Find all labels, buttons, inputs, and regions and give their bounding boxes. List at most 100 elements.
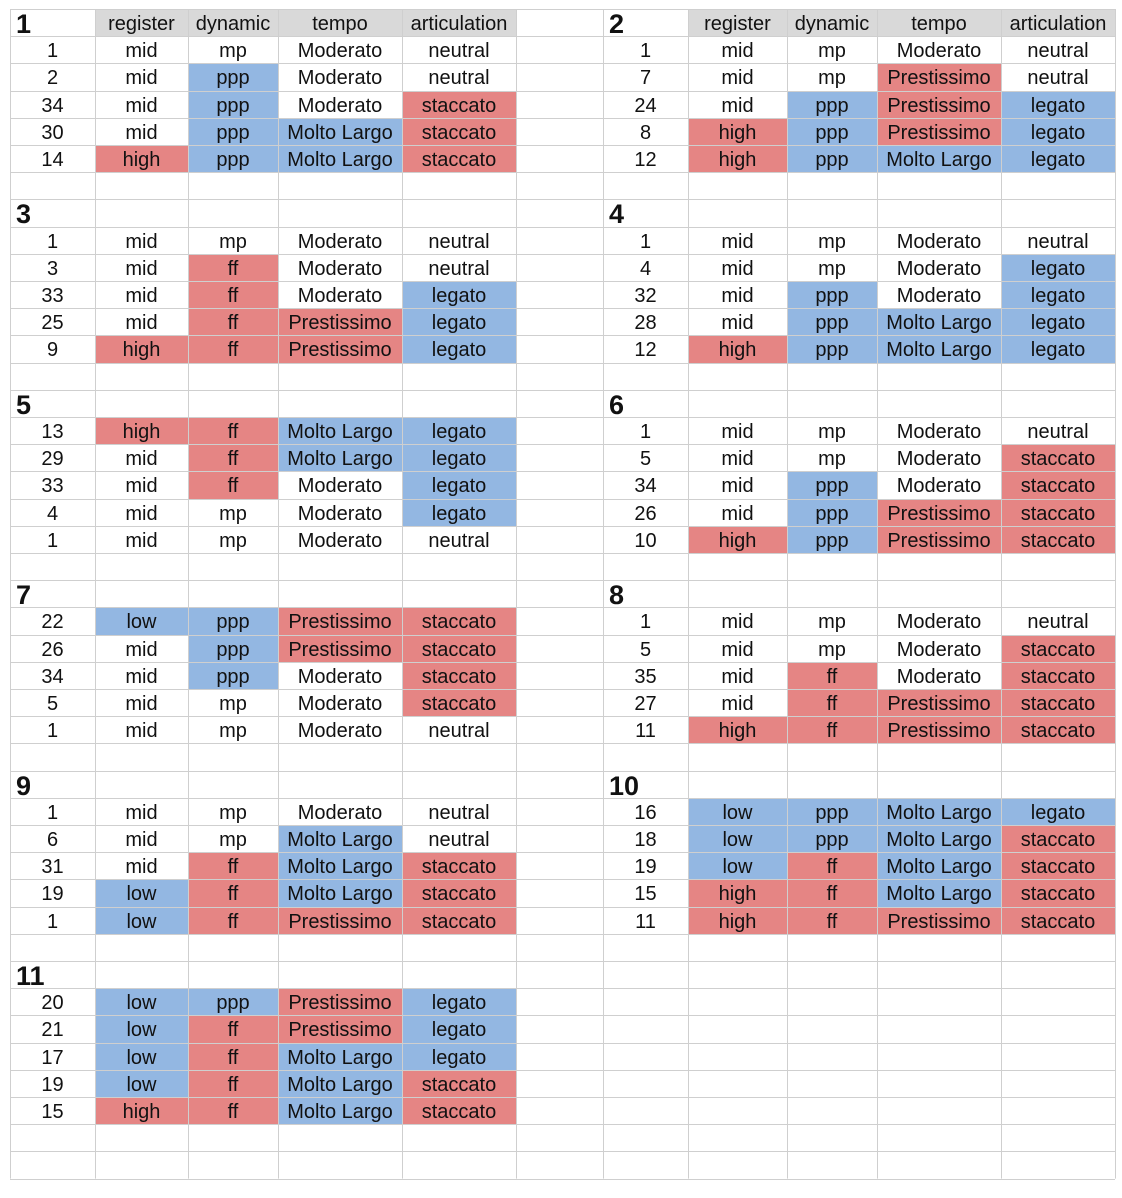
table-cell-dynamic[interactable]: ppp bbox=[787, 117, 877, 145]
table-cell-articulation[interactable]: staccato bbox=[1001, 498, 1115, 526]
table-cell-articulation[interactable]: legato bbox=[1001, 90, 1115, 118]
table-cell-tempo[interactable]: Moderato bbox=[297, 529, 383, 552]
row-index-cell[interactable]: 1 bbox=[46, 40, 59, 63]
table-cell-register[interactable]: mid bbox=[125, 448, 158, 471]
table-cell-articulation[interactable]: legato bbox=[402, 444, 516, 472]
table-cell-dynamic[interactable]: ff bbox=[188, 1042, 278, 1070]
table-cell-tempo[interactable]: Moderato bbox=[896, 448, 982, 471]
table-cell-register[interactable]: mid bbox=[125, 230, 158, 253]
row-index-cell[interactable]: 5 bbox=[639, 638, 652, 661]
table-cell-register[interactable]: low bbox=[95, 879, 188, 907]
table-cell-dynamic[interactable]: mp bbox=[219, 693, 247, 715]
row-index-cell[interactable]: 1 bbox=[46, 230, 59, 253]
table-cell-tempo[interactable]: Moderato bbox=[297, 67, 383, 90]
table-cell-articulation[interactable]: staccato bbox=[1001, 689, 1115, 717]
table-cell-articulation[interactable]: legato bbox=[402, 988, 516, 1016]
table-cell-tempo[interactable]: Prestissimo bbox=[877, 117, 1001, 145]
table-cell-tempo[interactable]: Moderato bbox=[896, 285, 982, 307]
table-cell-articulation[interactable]: neutral bbox=[1027, 67, 1089, 90]
table-cell-tempo[interactable]: Moderato bbox=[896, 665, 982, 688]
table-cell-register[interactable]: mid bbox=[721, 638, 754, 661]
table-cell-register[interactable]: low bbox=[95, 1069, 188, 1097]
table-cell-dynamic[interactable]: mp bbox=[219, 801, 247, 824]
column-header-tempo-right[interactable]: tempo bbox=[877, 9, 1001, 37]
table-cell-register[interactable]: low bbox=[688, 852, 787, 880]
table-cell-dynamic[interactable]: mp bbox=[219, 40, 247, 63]
table-cell-tempo[interactable]: Moderato bbox=[896, 421, 982, 443]
row-index-cell[interactable]: 25 bbox=[41, 312, 64, 335]
row-index-cell[interactable]: 7 bbox=[639, 67, 652, 90]
table-cell-articulation[interactable]: legato bbox=[402, 281, 516, 309]
table-cell-articulation[interactable]: neutral bbox=[428, 40, 490, 63]
table-cell-dynamic[interactable]: ff bbox=[188, 852, 278, 880]
column-header-articulation-right[interactable]: articulation bbox=[1001, 9, 1115, 37]
row-index-cell[interactable]: 15 bbox=[634, 883, 657, 906]
table-cell-tempo[interactable]: Molto Largo bbox=[278, 417, 402, 445]
table-cell-register[interactable]: high bbox=[95, 417, 188, 445]
table-cell-dynamic[interactable]: ff bbox=[787, 906, 877, 934]
row-index-cell[interactable]: 34 bbox=[41, 94, 64, 117]
table-cell-dynamic[interactable]: ppp bbox=[787, 471, 877, 499]
table-cell-tempo[interactable]: Prestissimo bbox=[877, 906, 1001, 934]
table-cell-tempo[interactable]: Moderato bbox=[297, 475, 383, 498]
table-cell-tempo[interactable]: Molto Largo bbox=[877, 145, 1001, 173]
table-cell-tempo[interactable]: Prestissimo bbox=[278, 634, 402, 662]
table-cell-articulation[interactable]: legato bbox=[1001, 145, 1115, 173]
table-cell-dynamic[interactable]: mp bbox=[818, 611, 846, 634]
row-index-cell[interactable]: 1 bbox=[46, 720, 59, 743]
table-cell-articulation[interactable]: staccato bbox=[402, 117, 516, 145]
table-cell-articulation[interactable]: staccato bbox=[1001, 906, 1115, 934]
column-header-register-right[interactable]: register bbox=[688, 9, 787, 37]
table-cell-register[interactable]: mid bbox=[125, 285, 158, 307]
row-index-cell[interactable]: 31 bbox=[41, 856, 64, 879]
table-cell-register[interactable]: high bbox=[688, 716, 787, 744]
table-cell-dynamic[interactable]: ff bbox=[188, 1015, 278, 1043]
table-cell-tempo[interactable]: Molto Largo bbox=[278, 145, 402, 173]
table-cell-register[interactable]: mid bbox=[125, 475, 158, 498]
table-cell-register[interactable]: low bbox=[95, 988, 188, 1016]
table-cell-register[interactable]: high bbox=[688, 117, 787, 145]
row-index-cell[interactable]: 17 bbox=[41, 1046, 64, 1069]
table-cell-tempo[interactable]: Molto Largo bbox=[877, 335, 1001, 363]
table-cell-articulation[interactable]: staccato bbox=[1001, 471, 1115, 499]
table-cell-tempo[interactable]: Moderato bbox=[297, 801, 383, 824]
table-cell-dynamic[interactable]: ppp bbox=[188, 634, 278, 662]
table-cell-articulation[interactable]: staccato bbox=[1001, 634, 1115, 662]
table-cell-articulation[interactable]: neutral bbox=[428, 230, 490, 253]
table-cell-register[interactable]: high bbox=[95, 1097, 188, 1125]
table-cell-register[interactable]: low bbox=[688, 797, 787, 825]
table-cell-tempo[interactable]: Prestissimo bbox=[278, 906, 402, 934]
table-cell-register[interactable]: mid bbox=[721, 448, 754, 471]
table-cell-tempo[interactable]: Molto Largo bbox=[278, 1069, 402, 1097]
table-cell-articulation[interactable]: legato bbox=[1001, 117, 1115, 145]
row-index-cell[interactable]: 3 bbox=[46, 257, 59, 280]
table-cell-register[interactable]: low bbox=[95, 607, 188, 635]
table-cell-register[interactable]: mid bbox=[125, 856, 158, 879]
row-index-cell[interactable]: 32 bbox=[634, 285, 657, 307]
table-cell-dynamic[interactable]: mp bbox=[219, 502, 247, 525]
table-cell-dynamic[interactable]: ff bbox=[188, 253, 278, 281]
table-cell-tempo[interactable]: Moderato bbox=[297, 285, 383, 307]
table-cell-articulation[interactable]: staccato bbox=[1001, 444, 1115, 472]
row-index-cell[interactable]: 29 bbox=[41, 448, 64, 471]
table-cell-dynamic[interactable]: ppp bbox=[188, 117, 278, 145]
table-cell-register[interactable]: mid bbox=[721, 312, 754, 335]
table-cell-register[interactable]: mid bbox=[721, 40, 754, 63]
row-index-cell[interactable]: 8 bbox=[639, 121, 652, 144]
table-cell-tempo[interactable]: Moderato bbox=[297, 502, 383, 525]
table-cell-dynamic[interactable]: ppp bbox=[787, 498, 877, 526]
row-index-cell[interactable]: 16 bbox=[634, 801, 657, 824]
table-cell-register[interactable]: high bbox=[688, 525, 787, 553]
table-cell-tempo[interactable]: Molto Largo bbox=[877, 797, 1001, 825]
row-index-cell[interactable]: 1 bbox=[639, 40, 652, 63]
table-cell-dynamic[interactable]: ppp bbox=[188, 988, 278, 1016]
row-index-cell[interactable]: 11 bbox=[635, 720, 656, 743]
table-cell-tempo[interactable]: Moderato bbox=[297, 257, 383, 280]
table-cell-register[interactable]: mid bbox=[721, 94, 754, 117]
table-cell-tempo[interactable]: Prestissimo bbox=[278, 335, 402, 363]
row-index-cell[interactable]: 19 bbox=[41, 883, 64, 906]
row-index-cell[interactable]: 1 bbox=[46, 529, 59, 552]
row-index-cell[interactable]: 35 bbox=[634, 665, 657, 688]
table-cell-articulation[interactable]: staccato bbox=[402, 607, 516, 635]
table-cell-dynamic[interactable]: ff bbox=[188, 308, 278, 336]
